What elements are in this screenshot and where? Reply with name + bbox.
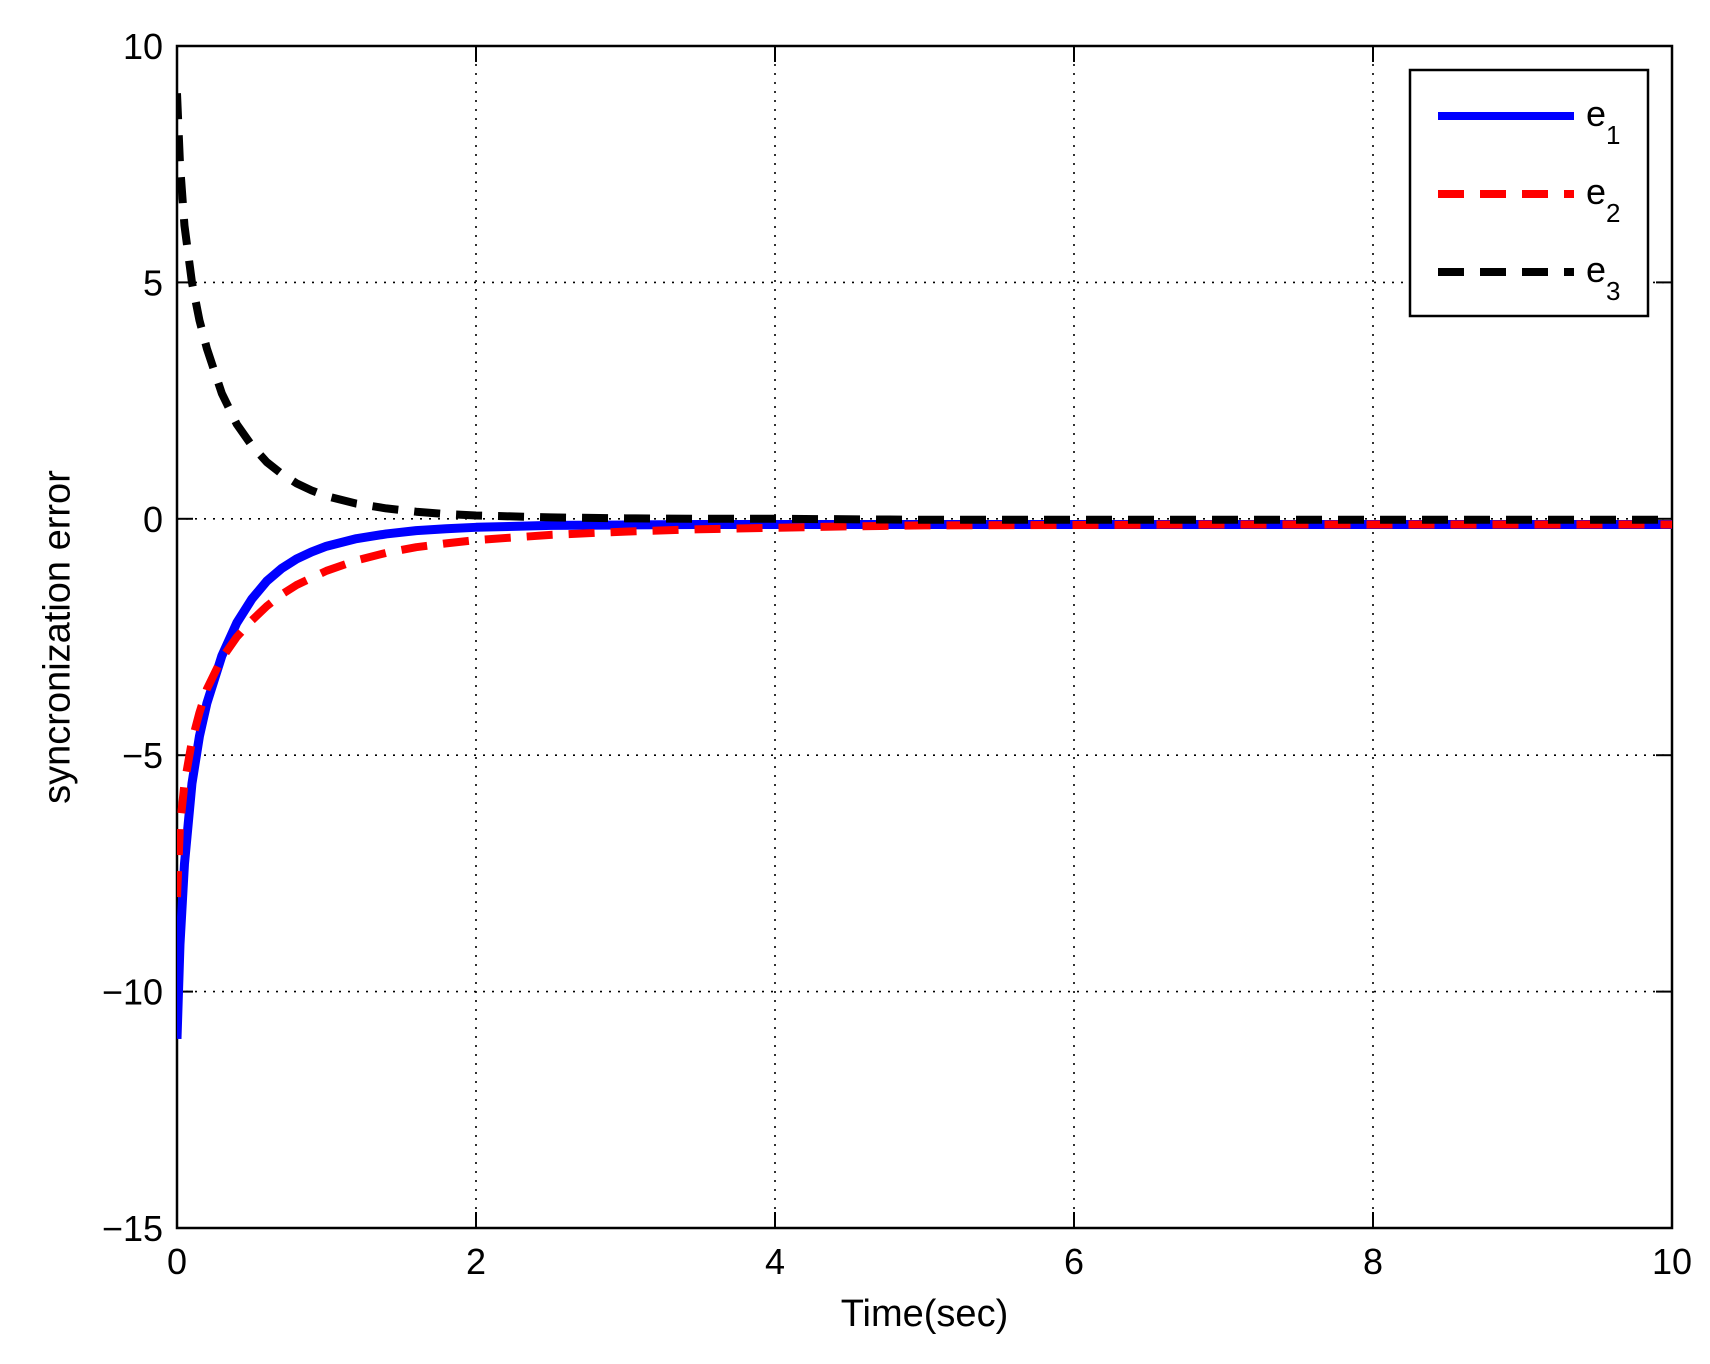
series-line-e1 — [177, 519, 1672, 1040]
series-layer — [177, 93, 1672, 1040]
series-line-e2 — [177, 520, 1672, 898]
legend-subscript-e2: 2 — [1606, 198, 1620, 228]
axes-frame — [175, 44, 1674, 1230]
x-tick-label: 8 — [1363, 1241, 1383, 1282]
x-tick-label: 10 — [1652, 1241, 1692, 1282]
y-tick-label: −10 — [102, 972, 163, 1013]
x-tick-label: 0 — [167, 1241, 187, 1282]
y-tick-label: 5 — [143, 262, 163, 303]
y-axis-label: syncronization error — [36, 470, 78, 804]
x-tick-label: 2 — [466, 1241, 486, 1282]
legend-subscript-e1: 1 — [1606, 120, 1620, 150]
y-tick-label: 0 — [143, 499, 163, 540]
x-tick-label: 4 — [765, 1241, 785, 1282]
series-line-e3 — [177, 93, 1672, 524]
y-tick-label: −5 — [122, 735, 163, 776]
legend-subscript-e3: 3 — [1606, 276, 1620, 306]
x-axis-label: Time(sec) — [841, 1293, 1008, 1335]
x-tick-label: 6 — [1064, 1241, 1084, 1282]
ticks: 0 2 4 6 8 10 10 5 0 −5 −10 −15 — [102, 26, 1692, 1282]
y-tick-label: 10 — [123, 26, 163, 67]
plot-frame — [175, 44, 1674, 1230]
y-tick-label: −15 — [102, 1208, 163, 1249]
